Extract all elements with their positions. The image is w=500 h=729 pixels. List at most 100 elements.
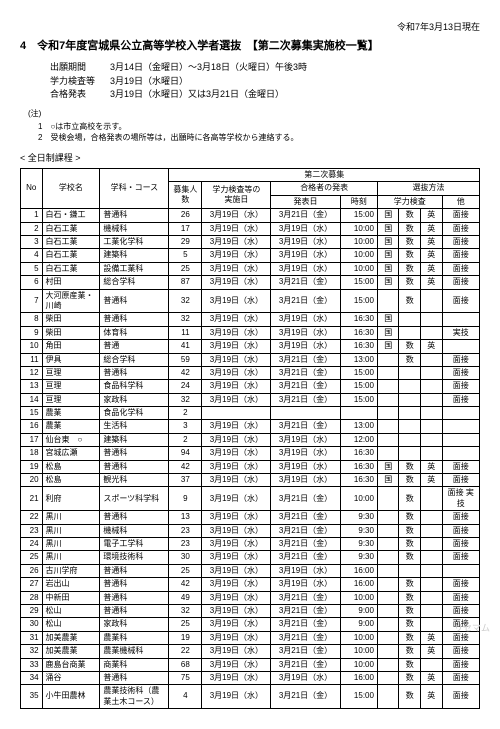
cell-m1: 国 [377, 236, 399, 249]
cell-m2 [399, 380, 421, 393]
notes-block: (注) 1 ○は市立高校を示す。2 受検会場，合格発表の場所等は，出願時に各高等… [28, 108, 480, 144]
cell-result-date: 3月19日（水） [271, 313, 340, 326]
cell-result-time: 16:30 [340, 340, 377, 353]
cell-result-date: 3月21日（金） [271, 289, 340, 313]
cell-other: 面接 [442, 289, 479, 313]
table-row: 24黒川電子工学科233月19日（水）3月21日（金）9:30数面接 [21, 538, 480, 551]
cell-m3: 英 [421, 474, 443, 487]
cell-capacity: 41 [169, 340, 202, 353]
cell-capacity: 4 [169, 685, 202, 709]
cell-m1 [377, 289, 399, 313]
cell-m1 [377, 604, 399, 617]
th-method-other: 他 [442, 195, 479, 208]
cell-no: 34 [21, 671, 43, 684]
cell-capacity: 9 [169, 487, 202, 511]
cell-dept: 建築科 [100, 433, 169, 446]
cell-school: 松山 [42, 604, 100, 617]
cell-dept: 生活科 [100, 420, 169, 433]
table-row: 4白石工業建築科53月19日（水）3月19日（水）10:00国数英面接 [21, 249, 480, 262]
cell-no: 17 [21, 433, 43, 446]
cell-capacity: 19 [169, 631, 202, 644]
table-row: 9柴田体育科113月19日（水）3月19日（水）16:30国実技 [21, 326, 480, 339]
cell-other: 面接 [442, 236, 479, 249]
cell-dept: 設備工業科 [100, 262, 169, 275]
cell-school: 小牛田農林 [42, 685, 100, 709]
cell-no: 16 [21, 420, 43, 433]
cell-m1 [377, 447, 399, 460]
cell-other: 面接 [442, 353, 479, 366]
table-row: 15農業食品化学科2 [21, 407, 480, 420]
cell-school: 亘理 [42, 380, 100, 393]
table-row: 35小牛田農林農業技術科（農業土木コース）43月19日（水）3月21日（金）15… [21, 685, 480, 709]
cell-other [442, 313, 479, 326]
cell-school: 農業 [42, 407, 100, 420]
cell-m2: 数 [399, 578, 421, 591]
cell-exam: 3月19日（水） [202, 276, 271, 289]
cell-school: 黒川 [42, 511, 100, 524]
cell-result-date: 3月19日（水） [271, 474, 340, 487]
th-exam: 学力検査等の 実施日 [202, 182, 271, 209]
cell-result-date: 3月21日（金） [271, 487, 340, 511]
cell-m2: 数 [399, 631, 421, 644]
cell-other: 面接 [442, 671, 479, 684]
cell-exam: 3月19日（水） [202, 538, 271, 551]
cell-result-time: 10:00 [340, 631, 377, 644]
cell-result-date: 3月19日（水） [271, 222, 340, 235]
cell-m1: 国 [377, 474, 399, 487]
cell-result-time: 16:30 [340, 460, 377, 473]
cell-result-time: 9:30 [340, 524, 377, 537]
cell-m2: 数 [399, 460, 421, 473]
cell-exam: 3月19日（水） [202, 353, 271, 366]
cell-no: 35 [21, 685, 43, 709]
cell-m1 [377, 551, 399, 564]
cell-dept: 食品化学科 [100, 407, 169, 420]
cell-no: 21 [21, 487, 43, 511]
cell-school: 鹿島台商業 [42, 658, 100, 671]
cell-exam: 3月19日（水） [202, 326, 271, 339]
cell-m1 [377, 685, 399, 709]
cell-capacity: 32 [169, 289, 202, 313]
cell-m3 [421, 420, 443, 433]
cell-m2 [399, 393, 421, 406]
section-label: < 全日制課程 > [20, 151, 480, 164]
cell-result-time: 9:30 [340, 538, 377, 551]
table-row: 20松島観光科373月19日（水）3月19日（水）16:30国数英面接 [21, 474, 480, 487]
cell-m2: 数 [399, 289, 421, 313]
table-row: 31加美農業農業科193月19日（水）3月21日（金）10:00数英面接 [21, 631, 480, 644]
cell-result-date: 3月21日（金） [271, 591, 340, 604]
cell-no: 11 [21, 353, 43, 366]
cell-exam: 3月19日（水） [202, 366, 271, 379]
table-row: 14亘理家政科323月19日（水）3月21日（金）15:00面接 [21, 393, 480, 406]
cell-m1: 国 [377, 326, 399, 339]
cell-result-time: 9:30 [340, 511, 377, 524]
cell-other: 面接 [442, 578, 479, 591]
cell-m3 [421, 447, 443, 460]
cell-result-time: 15:00 [340, 276, 377, 289]
cell-dept: 普通科 [100, 460, 169, 473]
cell-other [442, 564, 479, 577]
cell-result-time: 16:30 [340, 447, 377, 460]
cell-exam: 3月19日（水） [202, 604, 271, 617]
th-dept: 学科・コース [100, 169, 169, 209]
cell-m1 [377, 393, 399, 406]
notes-title: (注) [28, 108, 480, 119]
cell-dept: 環境技術科 [100, 551, 169, 564]
cell-result-time: 15:00 [340, 209, 377, 222]
cell-m2: 数 [399, 474, 421, 487]
recruitment-table: No 学校名 学科・コース 第二次募集 募集人数 学力検査等の 実施日 合格者の… [20, 168, 480, 709]
cell-exam: 3月19日（水） [202, 289, 271, 313]
cell-dept: 普通科 [100, 313, 169, 326]
cell-exam: 3月19日（水） [202, 685, 271, 709]
cell-no: 27 [21, 578, 43, 591]
cell-other: 面接 [442, 460, 479, 473]
cell-dept: 普通科 [100, 447, 169, 460]
cell-result-date: 3月19日（水） [271, 326, 340, 339]
schedule-value: 3月14日（金曜日）～3月18日（火曜日）午後3時 [110, 61, 307, 75]
cell-result-time: 16:30 [340, 326, 377, 339]
table-row: 2白石工業機械科173月19日（水）3月19日（水）10:00国数英面接 [21, 222, 480, 235]
cell-result-date: 3月21日（金） [271, 353, 340, 366]
cell-m3: 英 [421, 236, 443, 249]
cell-exam: 3月19日（水） [202, 671, 271, 684]
cell-no: 9 [21, 326, 43, 339]
cell-result-time: 10:00 [340, 222, 377, 235]
